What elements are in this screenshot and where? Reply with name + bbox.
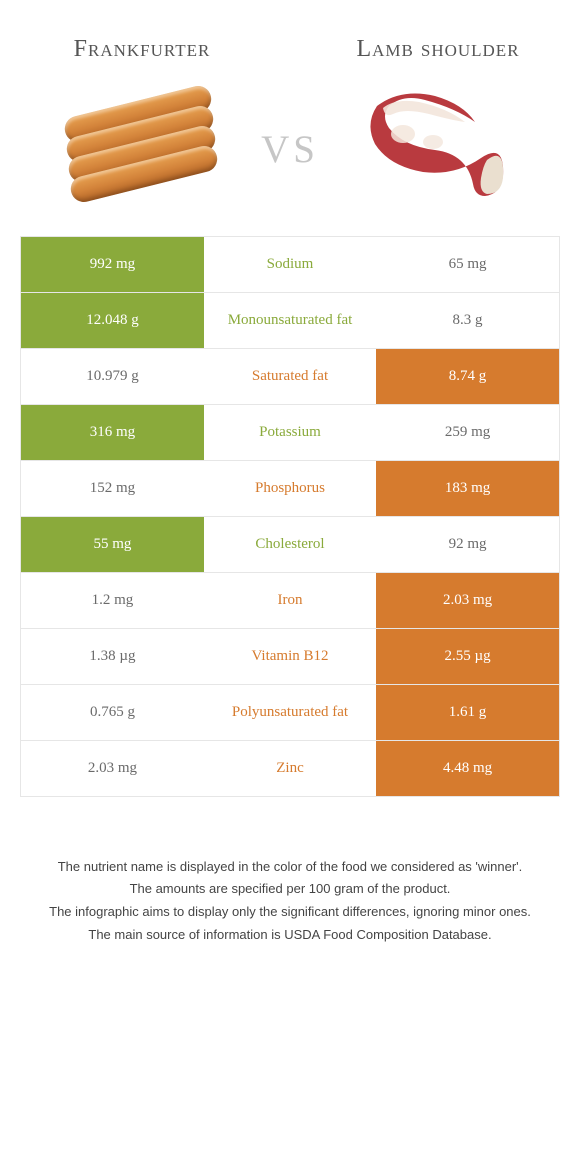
left-value-cell: 316 mg: [21, 405, 204, 460]
left-value-cell: 12.048 g: [21, 293, 204, 348]
left-value-cell: 0.765 g: [21, 685, 204, 740]
table-row: 2.03 mgZinc4.48 mg: [21, 741, 559, 797]
right-value-cell: 1.61 g: [376, 685, 559, 740]
table-row: 0.765 gPolyunsaturated fat1.61 g: [21, 685, 559, 741]
footer-notes: The nutrient name is displayed in the co…: [28, 857, 552, 946]
table-row: 55 mgCholesterol92 mg: [21, 517, 559, 573]
left-food-title: Frankfurter: [24, 36, 260, 64]
footer-note-line: The nutrient name is displayed in the co…: [28, 857, 552, 878]
table-row: 12.048 gMonounsaturated fat8.3 g: [21, 293, 559, 349]
right-value-cell: 65 mg: [376, 237, 559, 292]
left-value-cell: 152 mg: [21, 461, 204, 516]
right-value-cell: 92 mg: [376, 517, 559, 572]
footer-note-line: The main source of information is USDA F…: [28, 925, 552, 946]
comparison-images-row: vs: [0, 74, 580, 228]
left-value-cell: 1.38 µg: [21, 629, 204, 684]
table-row: 316 mgPotassium259 mg: [21, 405, 559, 461]
left-value-cell: 10.979 g: [21, 349, 204, 404]
footer-note-line: The infographic aims to display only the…: [28, 902, 552, 923]
nutrient-name-cell: Zinc: [204, 741, 376, 796]
nutrient-name-cell: Polyunsaturated fat: [204, 685, 376, 740]
table-row: 1.2 mgIron2.03 mg: [21, 573, 559, 629]
right-value-cell: 4.48 mg: [376, 741, 559, 796]
left-value-cell: 1.2 mg: [21, 573, 204, 628]
right-value-cell: 2.55 µg: [376, 629, 559, 684]
vs-label: vs: [255, 112, 325, 176]
nutrient-name-cell: Vitamin B12: [204, 629, 376, 684]
nutrient-name-cell: Iron: [204, 573, 376, 628]
right-value-cell: 8.74 g: [376, 349, 559, 404]
left-value-cell: 2.03 mg: [21, 741, 204, 796]
left-value-cell: 55 mg: [21, 517, 204, 572]
right-value-cell: 259 mg: [376, 405, 559, 460]
comparison-header: Frankfurter Lamb shoulder: [0, 0, 580, 74]
nutrient-comparison-table: 992 mgSodium65 mg12.048 gMonounsaturated…: [20, 236, 560, 797]
nutrient-name-cell: Phosphorus: [204, 461, 376, 516]
right-value-cell: 8.3 g: [376, 293, 559, 348]
nutrient-name-cell: Cholesterol: [204, 517, 376, 572]
lamb-shoulder-illustration: [355, 84, 525, 204]
left-value-cell: 992 mg: [21, 237, 204, 292]
table-row: 10.979 gSaturated fat8.74 g: [21, 349, 559, 405]
nutrient-name-cell: Monounsaturated fat: [204, 293, 376, 348]
left-food-image: [24, 89, 255, 199]
footer-note-line: The amounts are specified per 100 gram o…: [28, 879, 552, 900]
nutrient-name-cell: Sodium: [204, 237, 376, 292]
right-food-title: Lamb shoulder: [320, 36, 556, 64]
right-value-cell: 183 mg: [376, 461, 559, 516]
right-value-cell: 2.03 mg: [376, 573, 559, 628]
nutrient-name-cell: Saturated fat: [204, 349, 376, 404]
table-row: 992 mgSodium65 mg: [21, 237, 559, 293]
table-row: 1.38 µgVitamin B122.55 µg: [21, 629, 559, 685]
table-row: 152 mgPhosphorus183 mg: [21, 461, 559, 517]
nutrient-name-cell: Potassium: [204, 405, 376, 460]
right-food-image: [325, 84, 556, 204]
frankfurter-illustration: [55, 89, 225, 199]
